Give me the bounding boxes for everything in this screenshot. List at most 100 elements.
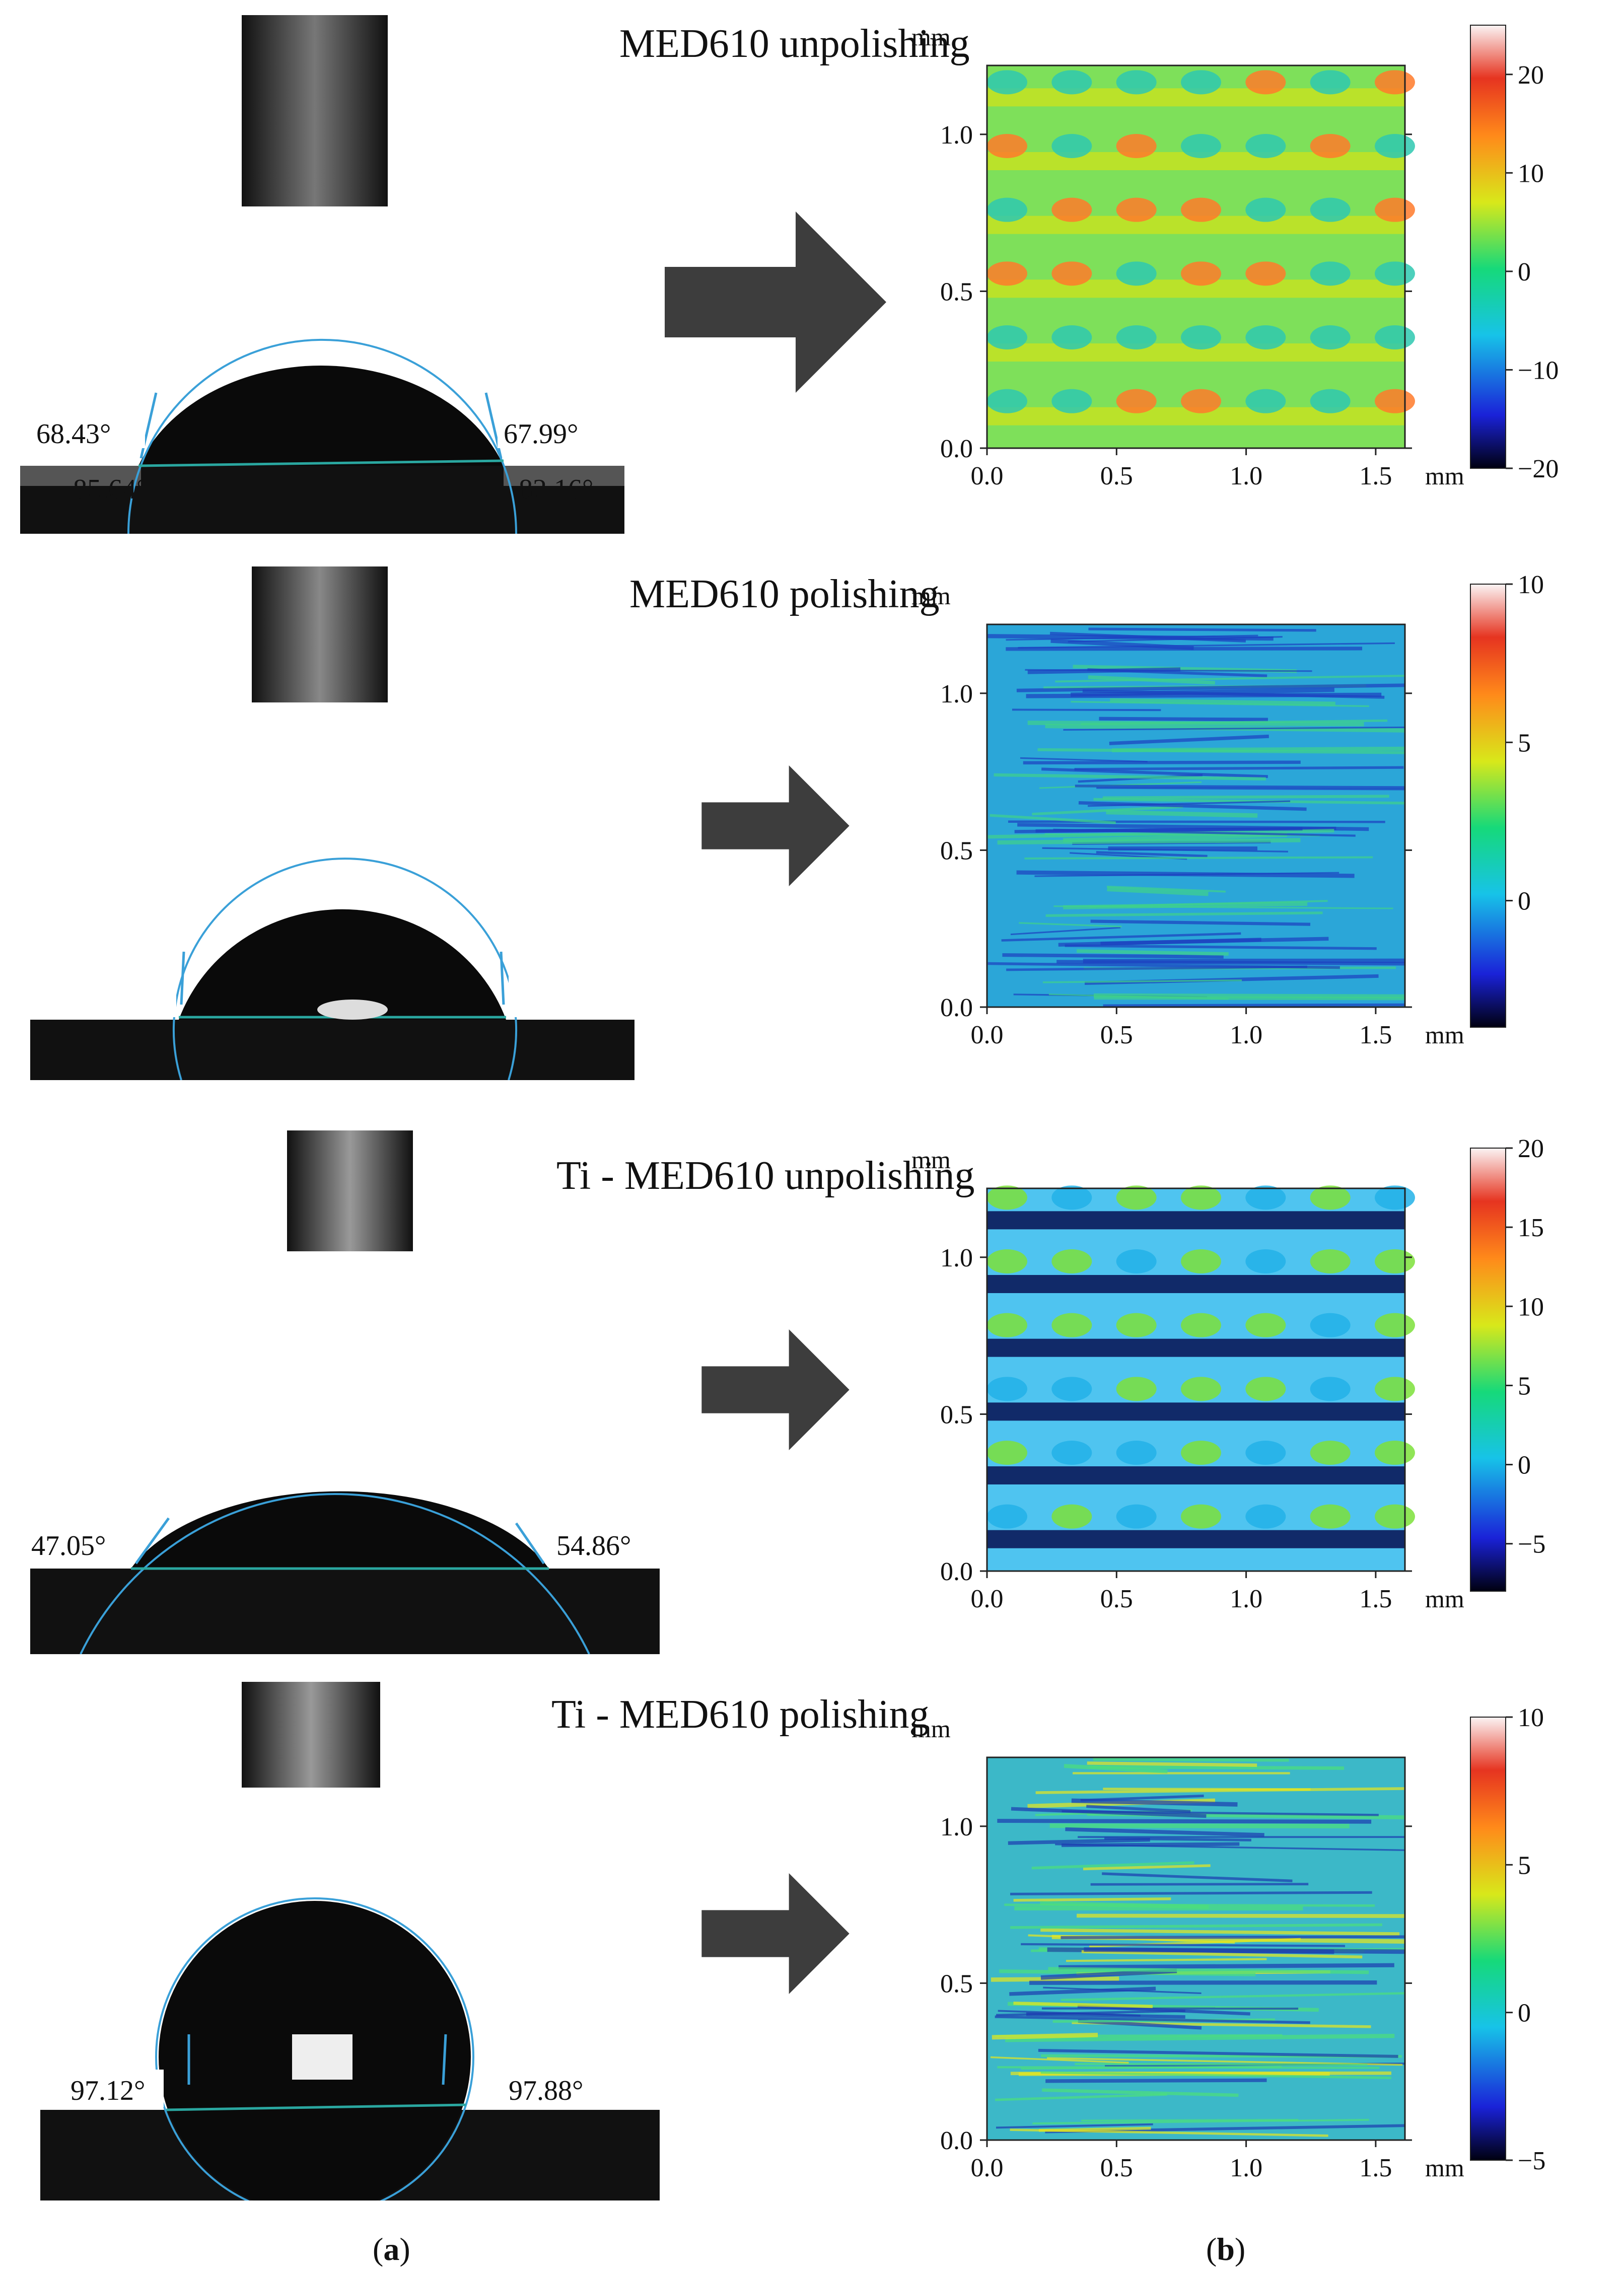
x-tick-label: 1.0	[1230, 462, 1262, 490]
y-tick-label: 1.0	[940, 680, 973, 708]
surface-bump	[1245, 197, 1286, 222]
water-drop	[138, 366, 504, 466]
colorbar	[1470, 1148, 1506, 1592]
x-tick-label: 1.5	[1359, 2154, 1392, 2182]
surface-streak	[1065, 1827, 1264, 1837]
surface-streak	[1087, 1761, 1257, 1767]
y-tick-label: 0.5	[940, 836, 973, 865]
surface-bump	[1375, 1377, 1415, 1401]
surface-streak	[1055, 1843, 1405, 1852]
colorbar-tick-label: −10	[1518, 356, 1559, 385]
surface-streak	[1109, 734, 1269, 745]
x-tick-label: 1.5	[1359, 1585, 1392, 1613]
surface-bump	[1375, 1441, 1415, 1465]
surface-streak	[1077, 1913, 1405, 1918]
surface-bump	[1245, 1504, 1286, 1529]
surface-streak	[1026, 2012, 1185, 2019]
colorbar-tick-label: 0	[1518, 1451, 1531, 1480]
surface-streak	[1012, 708, 1161, 712]
surface-bump	[1245, 1377, 1286, 1401]
surface-ridge	[987, 1338, 1405, 1357]
surface-streak	[1071, 687, 1334, 697]
colorbar-tick-label: 10	[1518, 1293, 1544, 1321]
surface-bump	[1375, 1249, 1415, 1273]
surface-streak	[1042, 847, 1288, 853]
surface-bump	[1181, 1313, 1221, 1337]
surface-streak	[1081, 719, 1388, 726]
syringe-needle	[287, 1130, 413, 1251]
surface-streak	[990, 2056, 1129, 2064]
surface-streak	[1096, 851, 1208, 858]
colorbar	[1470, 584, 1506, 1028]
surface-streak	[1071, 1798, 1238, 1807]
surface-streak	[1053, 905, 1393, 909]
colorbar-tick-label: 20	[1518, 61, 1544, 90]
surface-bump	[987, 197, 1027, 222]
baseline	[138, 459, 504, 467]
surface-streak	[1045, 911, 1323, 917]
surface-streak	[1103, 1003, 1405, 1007]
surface-bump	[1310, 1313, 1351, 1337]
surface-bump	[1310, 261, 1351, 286]
surface-streak	[1043, 1986, 1202, 1995]
surface-streak	[1010, 927, 1121, 936]
surface-streak	[1066, 1958, 1267, 1962]
x-tick-label: 0.0	[971, 1585, 1004, 1613]
y-axis-unit: mm	[911, 1715, 951, 1743]
surface-bump	[1051, 70, 1092, 95]
angle-left-1: 68.43°	[36, 418, 111, 450]
surface-streak	[992, 2032, 1098, 2040]
surface-streak	[1018, 642, 1395, 649]
surface-bump	[1116, 1377, 1157, 1401]
surface-streak	[1034, 872, 1339, 877]
surface-ridge	[987, 1466, 1405, 1484]
colorbar-tick-label: 0	[1518, 887, 1531, 916]
angle-right-3: 54.86°	[556, 1530, 631, 1561]
surface-streak	[991, 1976, 1119, 1982]
droplet-photo-4	[40, 1682, 660, 2200]
surface-streak	[1062, 1810, 1379, 1816]
surface-streak	[1023, 760, 1301, 765]
y-tick-label: 0.5	[940, 1400, 973, 1429]
surface-streak	[1061, 1935, 1405, 1939]
y-tick-label: 1.0	[940, 1244, 973, 1272]
surface-bump	[1116, 1185, 1157, 1210]
surface-streak	[1055, 675, 1405, 683]
surface-streak	[1027, 667, 1181, 674]
caption-b: (b)	[1206, 2231, 1246, 2267]
surface-bump	[987, 261, 1027, 286]
water-drop	[179, 909, 506, 1020]
surface-bump	[1375, 1185, 1415, 1210]
surface-streak	[1102, 1872, 1293, 1882]
surface-streak	[1075, 2063, 1368, 2066]
surface-streak	[1021, 1943, 1346, 1947]
surface-streak	[1089, 1765, 1345, 1770]
arrow-right-2	[701, 765, 850, 886]
colorbar-tick-label: −20	[1518, 455, 1559, 483]
surface-streak	[1053, 828, 1356, 837]
angle-left-2: 85.64°	[73, 474, 148, 505]
fit-circle	[80, 1493, 590, 1654]
x-tick-label: 0.0	[971, 1021, 1004, 1049]
surface-ridge	[987, 1530, 1405, 1548]
droplet-photo-svg-3	[30, 1130, 660, 1654]
syringe-needle	[252, 566, 388, 702]
angle-right-4: 97.88°	[509, 2075, 584, 2106]
y-tick-label: 1.0	[940, 121, 973, 150]
surface-bump	[1116, 134, 1157, 158]
surface-bump	[1310, 1249, 1351, 1273]
surface-bump	[987, 1377, 1027, 1401]
syringe-needle	[242, 15, 388, 206]
droplet-photo-svg-2	[30, 566, 634, 1080]
surface-streak	[1016, 683, 1405, 692]
surface-streak	[1093, 1758, 1289, 1762]
surface-bump	[1181, 1441, 1221, 1465]
surface-streak	[1009, 1986, 1156, 1996]
y-tick-label: 0.0	[940, 993, 973, 1022]
surface-bump	[1181, 261, 1221, 286]
surface-streak	[997, 1819, 1372, 1824]
surface-streak	[1089, 900, 1328, 908]
surface-bump	[1181, 1249, 1221, 1273]
surface-streak	[1001, 932, 1241, 942]
surface-bump	[1245, 389, 1286, 413]
